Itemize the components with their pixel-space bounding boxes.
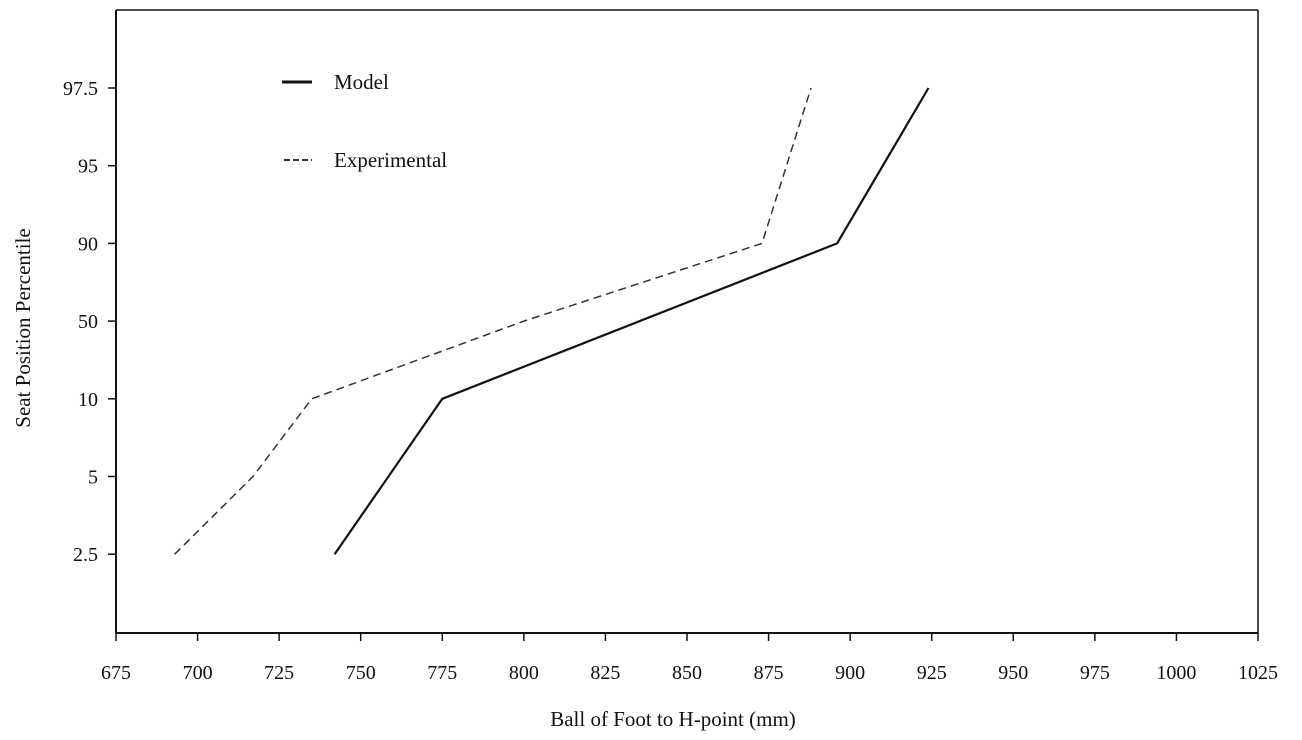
- x-tick-label: 775: [427, 662, 457, 684]
- x-tick-label: 825: [590, 662, 620, 684]
- y-tick-label: 10: [78, 389, 98, 411]
- x-tick-label: 675: [101, 662, 131, 684]
- y-tick-label: 50: [78, 311, 98, 333]
- x-tick-label: 750: [346, 662, 376, 684]
- x-axis-title: Ball of Foot to H-point (mm): [550, 707, 796, 731]
- y-tick-label: 5: [88, 467, 98, 489]
- y-tick-label: 95: [78, 156, 98, 178]
- y-tick-label: 90: [78, 233, 98, 255]
- legend-label-experimental: Experimental: [334, 148, 447, 172]
- x-tick-label: 925: [917, 662, 947, 684]
- x-tick-label: 1025: [1238, 662, 1278, 684]
- series-line-model: [333, 87, 930, 555]
- x-tick-label: 850: [672, 662, 702, 684]
- x-tick-label: 800: [509, 662, 539, 684]
- x-tick-label: 900: [835, 662, 865, 684]
- legend: Model Experimental: [282, 70, 447, 172]
- x-tick-label: 700: [183, 662, 213, 684]
- series-layer: [174, 87, 930, 555]
- y-axis-ticks: 2.5 5 10 50 90 95 97.5: [63, 78, 116, 566]
- x-axis-ticks: 675 700 725 750 775 800 825 850 875 900 925 950 975 1…: [101, 633, 1278, 684]
- x-tick-label: 950: [998, 662, 1028, 684]
- y-tick-label: 2.5: [73, 544, 98, 566]
- plot-frame: [115, 9, 1259, 634]
- y-axis-title: Seat Position Percentile: [11, 228, 35, 427]
- x-tick-label: 1000: [1156, 662, 1196, 684]
- x-tick-label: 975: [1080, 662, 1110, 684]
- y-tick-label: 97.5: [63, 78, 98, 100]
- series-line-experimental: [174, 87, 812, 555]
- x-tick-label: 875: [754, 662, 784, 684]
- legend-label-model: Model: [334, 70, 389, 94]
- x-tick-label: 725: [264, 662, 294, 684]
